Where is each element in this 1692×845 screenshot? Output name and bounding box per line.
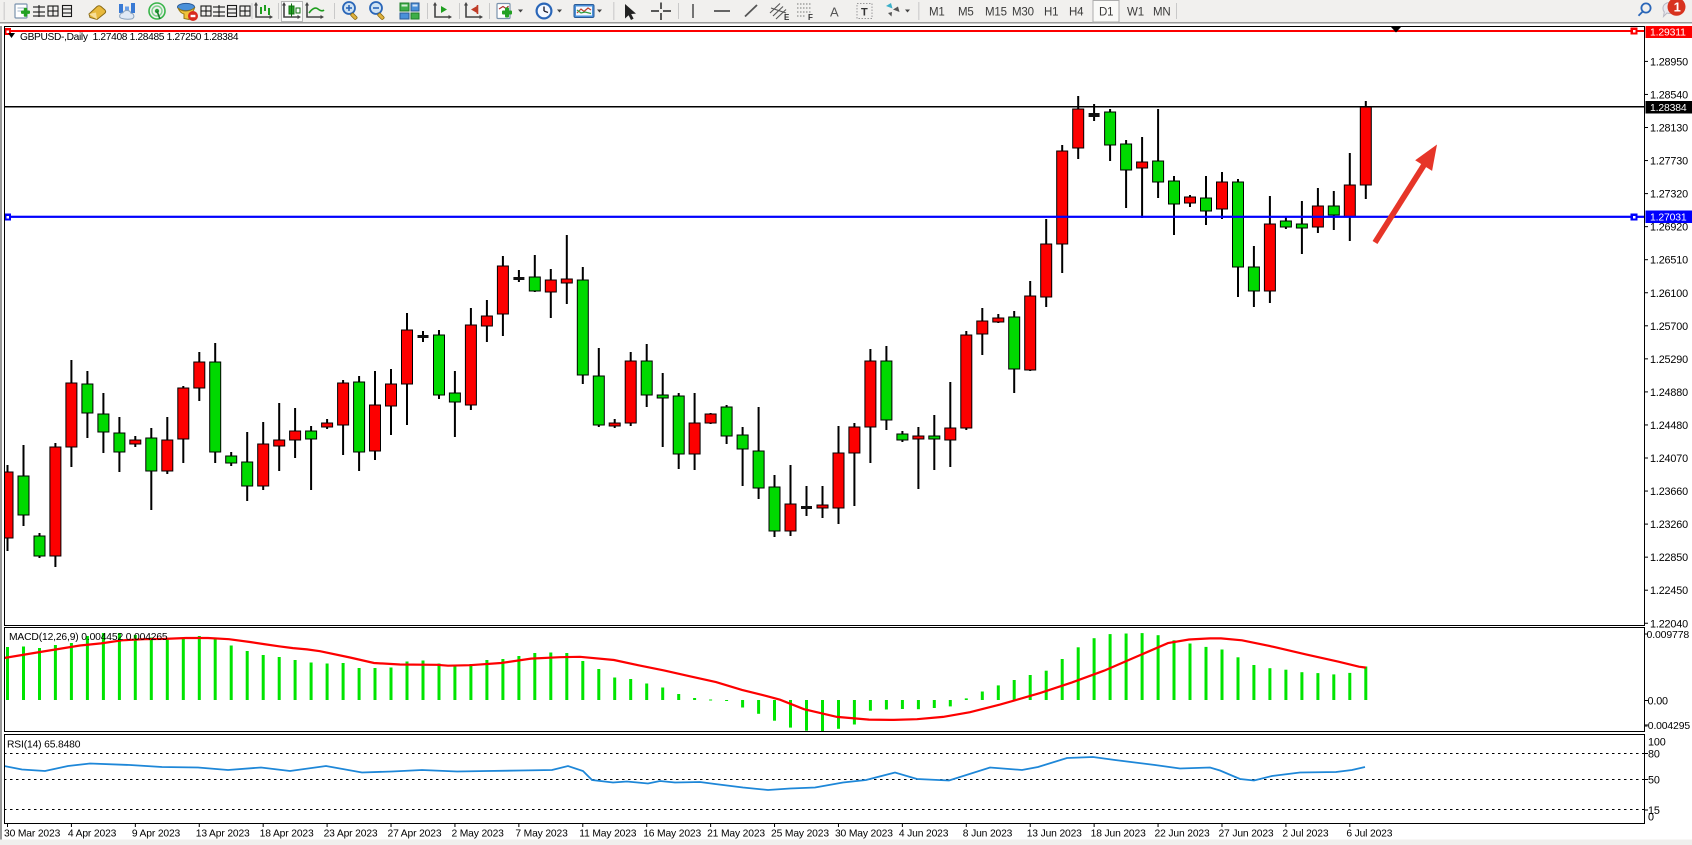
svg-text:11 May 2023: 11 May 2023	[579, 829, 637, 840]
svg-text:-0.004295: -0.004295	[1645, 721, 1691, 732]
svg-text:80: 80	[1648, 749, 1660, 761]
svg-text:2 Jul 2023: 2 Jul 2023	[1282, 829, 1328, 840]
svg-text:M30: M30	[1012, 7, 1034, 19]
svg-text:16 May 2023: 16 May 2023	[643, 829, 701, 840]
svg-text:GBPUSD-,Daily 1.27408 1.28485: GBPUSD-,Daily 1.27408 1.28485 1.27250 1.…	[20, 32, 239, 43]
svg-text:30 Mar 2023: 30 Mar 2023	[4, 829, 61, 840]
svg-text:1.22040: 1.22040	[1650, 618, 1688, 630]
svg-text:1.28384: 1.28384	[1650, 103, 1687, 114]
svg-text:RSI(14) 65.8480: RSI(14) 65.8480	[7, 740, 81, 751]
svg-text:MACD(12,26,9) 0.004452 0.00426: MACD(12,26,9) 0.004452 0.004265	[9, 632, 168, 643]
svg-text:D1: D1	[1099, 7, 1113, 19]
svg-text:A: A	[830, 5, 839, 20]
svg-text:25 May 2023: 25 May 2023	[771, 829, 829, 840]
svg-text:7 May 2023: 7 May 2023	[515, 829, 568, 840]
svg-text:18 Apr 2023: 18 Apr 2023	[260, 829, 314, 840]
svg-text:100: 100	[1648, 737, 1666, 749]
svg-text:1.26100: 1.26100	[1650, 288, 1688, 300]
svg-text:M15: M15	[985, 7, 1007, 19]
svg-text:1.24480: 1.24480	[1650, 420, 1688, 432]
svg-text:1.29311: 1.29311	[1650, 28, 1686, 39]
svg-text:21 May 2023: 21 May 2023	[707, 829, 765, 840]
svg-text:1.28130: 1.28130	[1650, 123, 1688, 135]
svg-text:13 Apr 2023: 13 Apr 2023	[196, 829, 250, 840]
svg-text:1.28950: 1.28950	[1650, 56, 1688, 68]
svg-text:1.27320: 1.27320	[1650, 189, 1688, 201]
svg-text:0.009778: 0.009778	[1647, 629, 1690, 641]
svg-text:15: 15	[1648, 805, 1660, 817]
svg-text:8 Jun 2023: 8 Jun 2023	[963, 829, 1013, 840]
svg-text:4 Apr 2023: 4 Apr 2023	[68, 829, 117, 840]
svg-text:0: 0	[1648, 812, 1654, 824]
svg-text:E: E	[784, 13, 790, 22]
svg-text:MN: MN	[1153, 7, 1171, 19]
svg-text:1: 1	[1674, 0, 1681, 14]
svg-text:1.28540: 1.28540	[1650, 89, 1688, 101]
svg-text:M1: M1	[929, 7, 945, 19]
svg-text:9 Apr 2023: 9 Apr 2023	[132, 829, 181, 840]
svg-text:1.25700: 1.25700	[1650, 321, 1688, 333]
svg-text:18 Jun 2023: 18 Jun 2023	[1091, 829, 1146, 840]
svg-text:M5: M5	[958, 7, 974, 19]
svg-text:W1: W1	[1127, 7, 1144, 19]
svg-text:1.22450: 1.22450	[1650, 585, 1688, 597]
svg-text:22 Jun 2023: 22 Jun 2023	[1155, 829, 1210, 840]
svg-text:T: T	[861, 7, 868, 19]
svg-text:1.27730: 1.27730	[1650, 156, 1688, 168]
svg-text:0.00: 0.00	[1648, 696, 1669, 708]
svg-text:1.26510: 1.26510	[1650, 255, 1688, 267]
svg-text:1.22850: 1.22850	[1650, 552, 1688, 564]
svg-text:2 May 2023: 2 May 2023	[451, 829, 504, 840]
svg-text:H1: H1	[1044, 7, 1058, 19]
svg-text:1.23260: 1.23260	[1650, 519, 1688, 531]
svg-text:27 Apr 2023: 27 Apr 2023	[388, 829, 442, 840]
svg-text:1.27031: 1.27031	[1650, 213, 1687, 224]
svg-text:1.24880: 1.24880	[1650, 387, 1688, 399]
svg-text:1.26920: 1.26920	[1650, 222, 1688, 234]
svg-text:1.23660: 1.23660	[1650, 486, 1688, 498]
svg-text:H4: H4	[1069, 7, 1084, 19]
svg-text:30 May 2023: 30 May 2023	[835, 829, 893, 840]
svg-text:6 Jul 2023: 6 Jul 2023	[1346, 829, 1392, 840]
svg-text:50: 50	[1648, 775, 1660, 787]
svg-text:27 Jun 2023: 27 Jun 2023	[1218, 829, 1273, 840]
svg-text:13 Jun 2023: 13 Jun 2023	[1027, 829, 1082, 840]
svg-text:1.24070: 1.24070	[1650, 453, 1688, 465]
svg-text:1.25290: 1.25290	[1650, 354, 1688, 366]
svg-text:23 Apr 2023: 23 Apr 2023	[324, 829, 378, 840]
svg-text:4 Jun 2023: 4 Jun 2023	[899, 829, 949, 840]
svg-text:F: F	[808, 13, 813, 22]
